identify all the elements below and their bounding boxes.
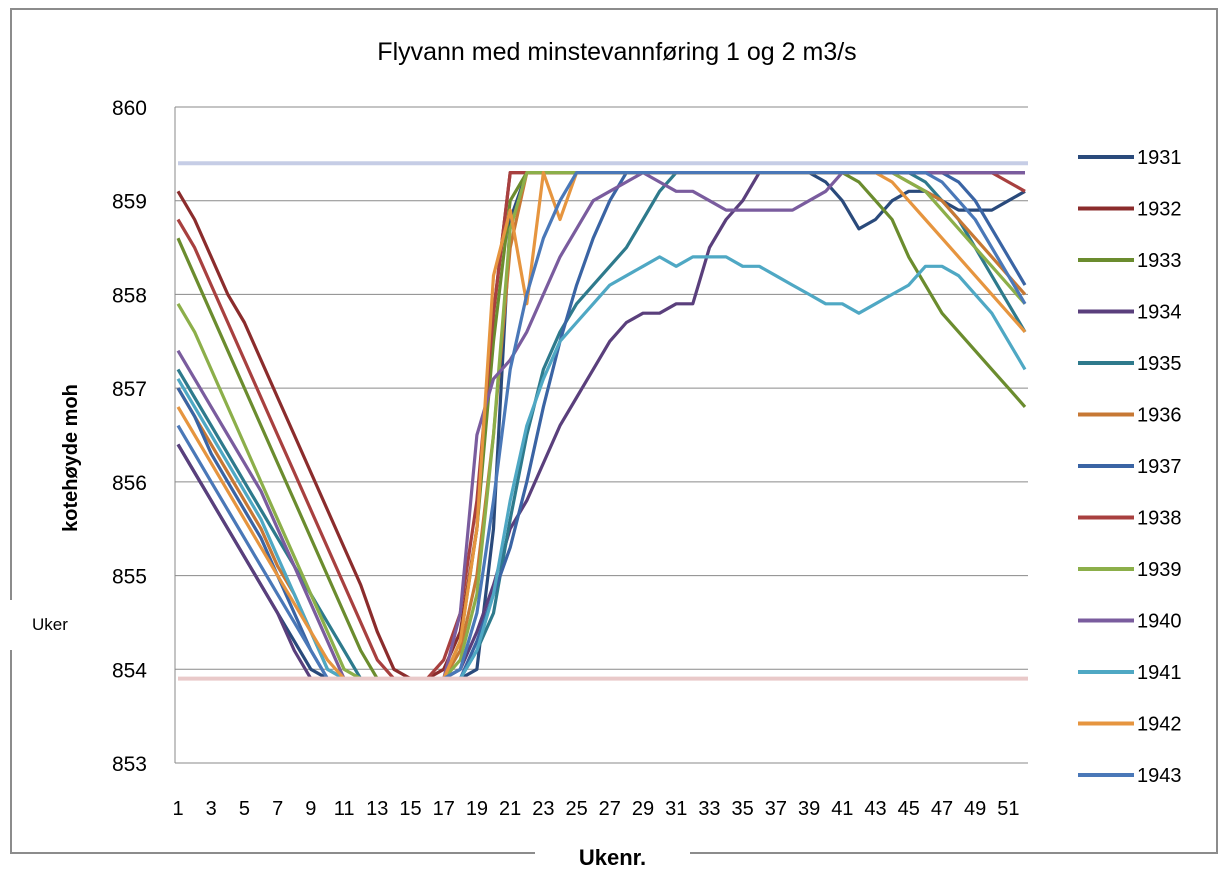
y-tick-label: 855 bbox=[112, 566, 147, 589]
legend-label: 1938 bbox=[1137, 508, 1182, 530]
y-tick-label: 858 bbox=[112, 284, 147, 307]
series-line-1936 bbox=[176, 171, 1027, 681]
legend-label: 1934 bbox=[1137, 302, 1182, 324]
series-line-1939 bbox=[176, 171, 1027, 681]
x-axis-ticks: 1 3 5 7 9 11 13 15 17 19 21 23 25 27 29 31 33 35 37 39 41 43 4… bbox=[172, 798, 1019, 820]
y-tick-label: 857 bbox=[112, 378, 147, 401]
y-tick-label: 860 bbox=[112, 97, 147, 120]
series-line-1941 bbox=[176, 255, 1027, 681]
y-tick-label: 856 bbox=[112, 472, 147, 495]
x-tick-label: 31 bbox=[665, 798, 687, 820]
x-axis-label: Ukenr. bbox=[535, 843, 690, 873]
legend-label: 1942 bbox=[1137, 714, 1182, 736]
legend-label: 1932 bbox=[1137, 199, 1182, 221]
chart-frame bbox=[10, 8, 1218, 854]
legend: 1931 1932 1933 1934 1935 1936 1937 1938 1939 1940… bbox=[1078, 147, 1182, 787]
x-tick-label: 27 bbox=[599, 798, 621, 820]
legend-label: 1935 bbox=[1137, 353, 1182, 375]
side-note-label: Uker bbox=[0, 600, 95, 650]
x-tick-label: 33 bbox=[698, 798, 720, 820]
series-line-1935 bbox=[176, 171, 1027, 681]
y-tick-label: 854 bbox=[112, 659, 147, 682]
series-line-1932 bbox=[176, 171, 1025, 681]
x-tick-label: 7 bbox=[272, 798, 283, 820]
x-tick-label: 21 bbox=[499, 798, 521, 820]
legend-label: 1943 bbox=[1137, 765, 1182, 787]
x-tick-label: 5 bbox=[239, 798, 250, 820]
y-tick-label: 853 bbox=[112, 753, 147, 776]
x-tick-label: 43 bbox=[864, 798, 886, 820]
reference-lines bbox=[178, 161, 1028, 681]
series-line-1942 bbox=[176, 171, 1027, 681]
series-line-1934 bbox=[176, 171, 1025, 681]
y-tick-label: 859 bbox=[112, 191, 147, 214]
series-line-1943 bbox=[176, 171, 1027, 681]
x-tick-label: 9 bbox=[305, 798, 316, 820]
x-tick-label: 49 bbox=[964, 798, 986, 820]
x-tick-label: 39 bbox=[798, 798, 820, 820]
gridlines bbox=[174, 106, 1028, 764]
y-axis-ticks: 853 854 855 856 857 858 859 860 bbox=[112, 97, 147, 776]
x-tick-label: 41 bbox=[831, 798, 853, 820]
series-line-1933 bbox=[176, 171, 1027, 681]
x-tick-label: 1 bbox=[172, 798, 183, 820]
x-tick-label: 3 bbox=[206, 798, 217, 820]
x-tick-label: 19 bbox=[466, 798, 488, 820]
x-tick-label: 51 bbox=[997, 798, 1019, 820]
x-tick-label: 29 bbox=[632, 798, 654, 820]
x-tick-label: 37 bbox=[765, 798, 787, 820]
series-line-1940 bbox=[176, 171, 1025, 681]
legend-label: 1933 bbox=[1137, 250, 1182, 272]
chart-title: Flyvann med minstevannføring 1 og 2 m3/s bbox=[377, 38, 856, 66]
legend-label: 1937 bbox=[1137, 456, 1182, 478]
series-line-1931 bbox=[176, 171, 1026, 681]
series-lines bbox=[176, 171, 1027, 681]
legend-label: 1931 bbox=[1137, 147, 1182, 169]
x-tick-label: 35 bbox=[732, 798, 754, 820]
series-line-1937 bbox=[176, 171, 1027, 681]
legend-label: 1940 bbox=[1137, 611, 1182, 633]
x-tick-label: 45 bbox=[898, 798, 920, 820]
x-tick-label: 11 bbox=[334, 798, 355, 820]
x-tick-label: 15 bbox=[399, 798, 421, 820]
x-tick-label: 47 bbox=[931, 798, 953, 820]
legend-label: 1941 bbox=[1137, 662, 1182, 684]
series-line-1938 bbox=[176, 171, 1026, 681]
y-axis-label: kotehøyde moh bbox=[60, 384, 82, 532]
x-tick-label: 23 bbox=[532, 798, 554, 820]
x-tick-label: 17 bbox=[433, 798, 455, 820]
legend-label: 1939 bbox=[1137, 559, 1182, 581]
legend-label: 1936 bbox=[1137, 405, 1182, 427]
x-tick-label: 13 bbox=[366, 798, 388, 820]
x-tick-label: 25 bbox=[565, 798, 587, 820]
